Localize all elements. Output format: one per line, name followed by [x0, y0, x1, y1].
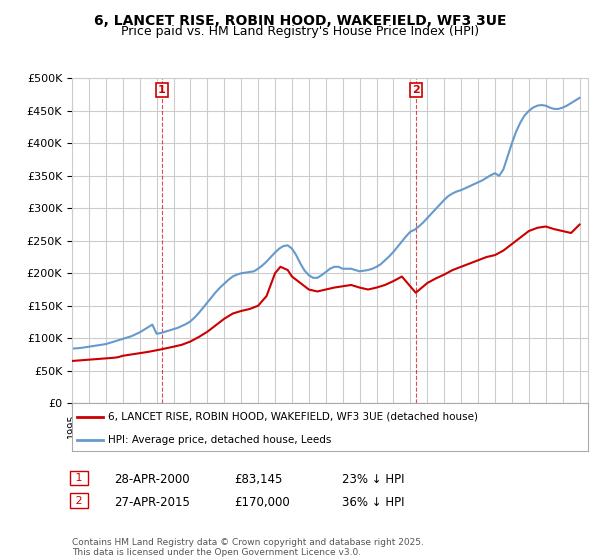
- Text: 28-APR-2000: 28-APR-2000: [114, 473, 190, 486]
- Text: 36% ↓ HPI: 36% ↓ HPI: [342, 496, 404, 508]
- Text: £83,145: £83,145: [234, 473, 283, 486]
- Text: 2: 2: [72, 496, 86, 506]
- Text: 6, LANCET RISE, ROBIN HOOD, WAKEFIELD, WF3 3UE: 6, LANCET RISE, ROBIN HOOD, WAKEFIELD, W…: [94, 14, 506, 28]
- Text: 23% ↓ HPI: 23% ↓ HPI: [342, 473, 404, 486]
- Text: HPI: Average price, detached house, Leeds: HPI: Average price, detached house, Leed…: [108, 435, 331, 445]
- Text: £170,000: £170,000: [234, 496, 290, 508]
- Text: 2: 2: [412, 85, 419, 95]
- Text: 27-APR-2015: 27-APR-2015: [114, 496, 190, 508]
- Text: Contains HM Land Registry data © Crown copyright and database right 2025.
This d: Contains HM Land Registry data © Crown c…: [72, 538, 424, 557]
- Text: Price paid vs. HM Land Registry's House Price Index (HPI): Price paid vs. HM Land Registry's House …: [121, 25, 479, 38]
- Text: 1: 1: [158, 85, 166, 95]
- Text: 6, LANCET RISE, ROBIN HOOD, WAKEFIELD, WF3 3UE (detached house): 6, LANCET RISE, ROBIN HOOD, WAKEFIELD, W…: [108, 412, 478, 422]
- Text: 1: 1: [72, 473, 86, 483]
